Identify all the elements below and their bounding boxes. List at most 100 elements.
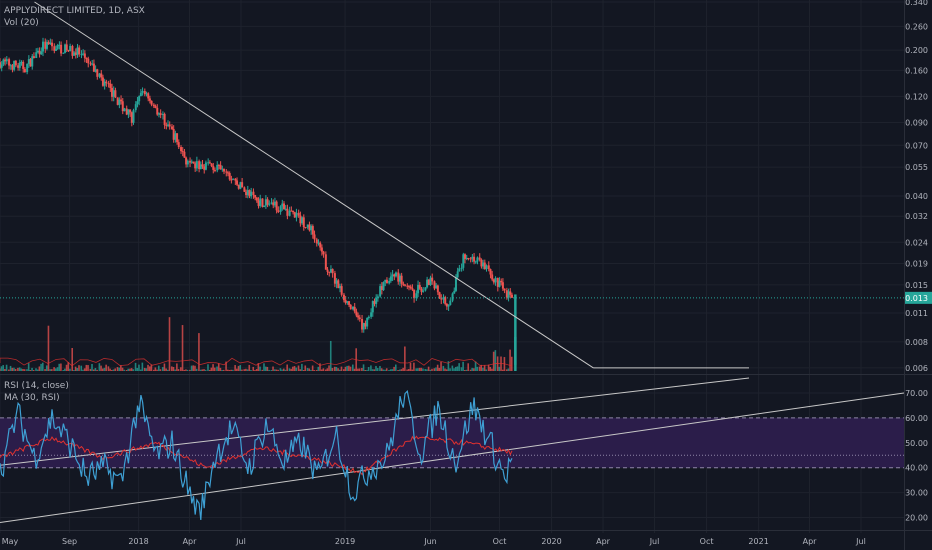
candle-body [64,44,67,53]
volume-bar [45,365,48,371]
last-price-tag: 0.013 [905,291,932,304]
candle-body [464,254,467,259]
volume-bar [154,367,157,371]
candle-body [20,62,23,64]
time-axis[interactable]: May Sep 2018 Apr Jul 2019 Jun Oct 2020 Apr Jul Oct 2… [2,537,866,546]
price-tick-label: 0.040 [905,192,928,201]
price-tick-label: 0.019 [905,259,928,268]
candle-body [492,279,495,283]
volume-bar [207,364,209,371]
candle-body [476,257,479,262]
candle-body [480,259,483,267]
candle-body [453,290,456,294]
volume-bar [306,367,309,371]
candle-body [18,62,21,68]
volume-bar [348,365,350,371]
candle-body [402,283,405,285]
volume-bar [340,366,343,371]
volume-bar [83,368,86,371]
volume-bar [259,366,261,371]
volume-bar [92,369,95,371]
volume-bar [449,368,451,371]
volume-bar [315,369,318,371]
volume-bar [31,367,33,371]
volume-bar [248,364,251,371]
volume-bar [284,369,287,371]
volume-bar [491,368,493,371]
volume-bar [431,368,433,371]
volume-bar [313,369,316,371]
candle-body [143,91,146,95]
candle-body [418,284,421,289]
candle-body [74,52,77,55]
candle-body [311,226,314,235]
volume-bar [492,351,495,371]
rsi-indicator-label[interactable]: RSI (14, close) [4,381,69,391]
candle-body [170,126,173,129]
volume-bar [73,369,75,371]
volume-bar [0,366,3,371]
candle-body [40,51,43,55]
candle-body [190,161,193,163]
candle-body [107,83,110,85]
candle-body [346,301,349,303]
candle-body [159,113,162,115]
candle-body [281,203,284,207]
candle-body [219,165,222,169]
volume-indicator-label[interactable]: Vol (20) [4,18,39,28]
volume-bar [165,368,167,371]
candle-body [349,304,352,310]
candle-body [397,272,400,282]
price-tick-label: 0.024 [905,238,928,247]
candle-body [172,128,175,140]
candle-body [295,212,298,218]
candle-body [138,96,141,102]
candle-body [29,59,32,67]
volume-bar [338,369,341,371]
candle-body [489,269,492,275]
candle-body [398,275,401,282]
candle-body [444,297,447,304]
symbol-title[interactable]: APPLYDIRECT LIMITED, 1D, ASX [4,6,145,16]
volume-bar [192,365,195,371]
volume-bar [252,366,255,371]
candle-body [482,262,485,267]
volume-bar [397,369,399,371]
candle-body [320,247,323,252]
candle-body [201,164,204,167]
volume-bar [426,369,428,371]
candle-body [357,315,360,318]
volume-bar [87,365,89,371]
volume-bar [223,369,225,371]
volume-bar [245,368,247,371]
candle-body [382,282,385,290]
candle-body [241,182,244,188]
volume-bar [311,365,314,371]
rsi-ma-indicator-label[interactable]: MA (30, RSI) [4,393,60,403]
candle-body [85,57,88,59]
candle-body [120,99,123,102]
volume-bar [273,369,276,371]
candle-body [125,108,128,115]
candle-body [198,161,201,170]
candle-body [454,277,457,291]
volume-bar [67,362,70,371]
volume-bar [435,367,437,371]
candle-body [371,301,374,313]
candle-body [348,301,351,305]
volume-bar [322,368,325,371]
volume-bar [41,362,44,371]
volume-bar [286,364,288,371]
rsi-axis[interactable]: 70.00 60.00 50.00 40.00 30.00 20.00 [905,389,928,523]
volume-bar [277,369,279,371]
volume-bar [89,368,92,371]
candle-body [192,161,195,164]
volume-bar [123,369,126,371]
candle-body [147,93,150,99]
volume-bar [11,367,14,371]
candle-body [438,292,441,299]
volume-bar [204,369,207,371]
price-axis[interactable]: 0.340 0.260 0.200 0.160 0.120 0.090 0.070 0.055… [905,0,928,373]
candle-body [148,98,151,101]
